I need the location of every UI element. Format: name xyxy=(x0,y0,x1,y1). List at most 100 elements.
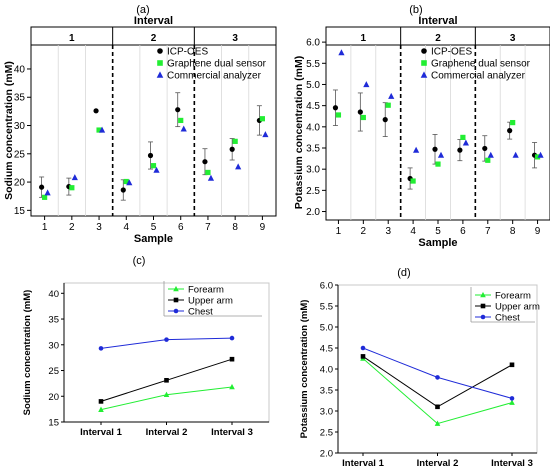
chart-a: Interval 1 2 3 15 20 25 30 35 40 1 2 3 4 5 6 7 8 9 Sample So… xyxy=(3,15,277,245)
series-line xyxy=(362,358,513,425)
y-tick-label: 6.0 xyxy=(320,281,333,292)
legend-label: Graphene dual sensor xyxy=(167,59,267,70)
y-tick-label: 5.5 xyxy=(320,302,333,313)
data-point xyxy=(93,108,99,114)
legend-label: ICP-OES xyxy=(431,47,472,58)
data-point xyxy=(98,406,104,412)
legend-marker xyxy=(173,308,179,314)
data-point xyxy=(332,105,339,111)
y-tick-label: 40 xyxy=(48,289,59,300)
x-tick-label: 6 xyxy=(178,222,184,233)
data-point xyxy=(164,378,169,383)
data-point xyxy=(205,169,211,176)
data-point xyxy=(432,146,438,152)
data-point xyxy=(123,178,129,185)
data-point xyxy=(163,391,170,398)
x-tick-label: 6 xyxy=(460,226,466,237)
x-axis-title: Sample xyxy=(418,237,457,249)
x-tick-label: 4 xyxy=(410,226,416,237)
data-point xyxy=(460,134,466,141)
data-point xyxy=(98,346,104,351)
data-point xyxy=(507,128,513,134)
interval-label: 1 xyxy=(69,33,75,44)
data-point xyxy=(338,49,345,56)
data-point xyxy=(509,396,515,401)
legend-marker xyxy=(480,291,486,298)
y-tick-label: 30 xyxy=(48,340,59,351)
y-tick-label: 35 xyxy=(48,315,59,326)
data-point xyxy=(207,174,215,181)
data-point xyxy=(509,399,515,405)
data-point xyxy=(229,146,235,152)
data-point xyxy=(360,114,366,121)
x-tick-label: 9 xyxy=(260,222,266,233)
panel-a-letter: (a) xyxy=(136,4,149,16)
data-point xyxy=(229,356,235,362)
data-point xyxy=(150,163,157,169)
data-point xyxy=(335,112,342,118)
y-tick-label: 5.0 xyxy=(320,323,333,334)
panel-d-letter: (d) xyxy=(397,267,410,279)
data-point xyxy=(360,345,366,351)
data-point xyxy=(388,92,395,99)
data-point xyxy=(512,151,519,158)
legend-marker xyxy=(157,48,163,54)
data-point xyxy=(357,109,363,115)
legend-marker xyxy=(421,48,427,54)
data-point xyxy=(229,335,235,341)
data-point xyxy=(164,337,169,342)
series-line xyxy=(362,355,513,408)
data-point xyxy=(382,117,388,123)
y-tick-label: 20 xyxy=(14,178,26,189)
data-point xyxy=(510,119,516,126)
data-point xyxy=(534,154,541,160)
data-point xyxy=(363,81,370,88)
x-tick-label: 4 xyxy=(123,222,129,233)
y-tick-label: 2.5 xyxy=(320,428,333,439)
y-tick-label: 30 xyxy=(14,121,26,132)
y-tick-label: 3.5 xyxy=(306,144,320,155)
y-tick-label: 3.0 xyxy=(306,165,320,176)
data-point xyxy=(71,174,78,181)
x-tick-label: 1 xyxy=(42,222,48,233)
data-point xyxy=(44,189,51,196)
x-tick-label: Interval 3 xyxy=(211,427,253,438)
x-tick-label: 5 xyxy=(435,226,441,237)
x-tick-label: 3 xyxy=(96,222,102,233)
data-point xyxy=(69,185,75,191)
data-point xyxy=(126,179,133,186)
y-tick-label: 25 xyxy=(48,366,59,377)
data-point xyxy=(410,178,416,184)
x-axis-title: Sample xyxy=(134,233,173,245)
panel-c-letter: (c) xyxy=(133,255,146,267)
y-tick-label: 2.5 xyxy=(306,186,320,197)
x-tick-label: Interval 3 xyxy=(491,458,533,468)
x-tick-label: 8 xyxy=(510,226,516,237)
interval-label: 2 xyxy=(151,33,157,44)
interval-label: 3 xyxy=(510,33,516,44)
legend-marker xyxy=(421,60,427,66)
data-point xyxy=(434,420,441,426)
chart-c: 15 20 25 30 35 40 Interval 1 Interval 2 Interval… xyxy=(22,281,270,438)
x-tick-label: 5 xyxy=(151,222,157,233)
chart-d: 2.0 2.5 3.0 3.5 4.0 4.5 5.0 5.5 6.0 Interval 1 Int… xyxy=(299,281,540,468)
y-tick-label: 15 xyxy=(14,206,26,217)
y-tick-label: 40 xyxy=(14,64,26,75)
interval-label: 1 xyxy=(361,33,367,44)
data-point xyxy=(42,194,48,200)
data-point xyxy=(232,138,238,144)
series-line xyxy=(100,386,233,411)
data-point xyxy=(98,399,104,404)
y-tick-label: 4.0 xyxy=(306,122,320,133)
x-tick-label: 8 xyxy=(232,222,238,233)
y-tick-label: 3.5 xyxy=(320,386,333,397)
data-point xyxy=(147,152,154,159)
x-tick-label: Interval 2 xyxy=(417,458,459,468)
data-point xyxy=(262,131,269,138)
data-point xyxy=(180,125,187,132)
x-tick-label: Interval 1 xyxy=(342,458,384,468)
x-tick-label: 9 xyxy=(535,226,541,237)
data-point xyxy=(485,157,491,163)
y-tick-label: 15 xyxy=(48,418,59,429)
